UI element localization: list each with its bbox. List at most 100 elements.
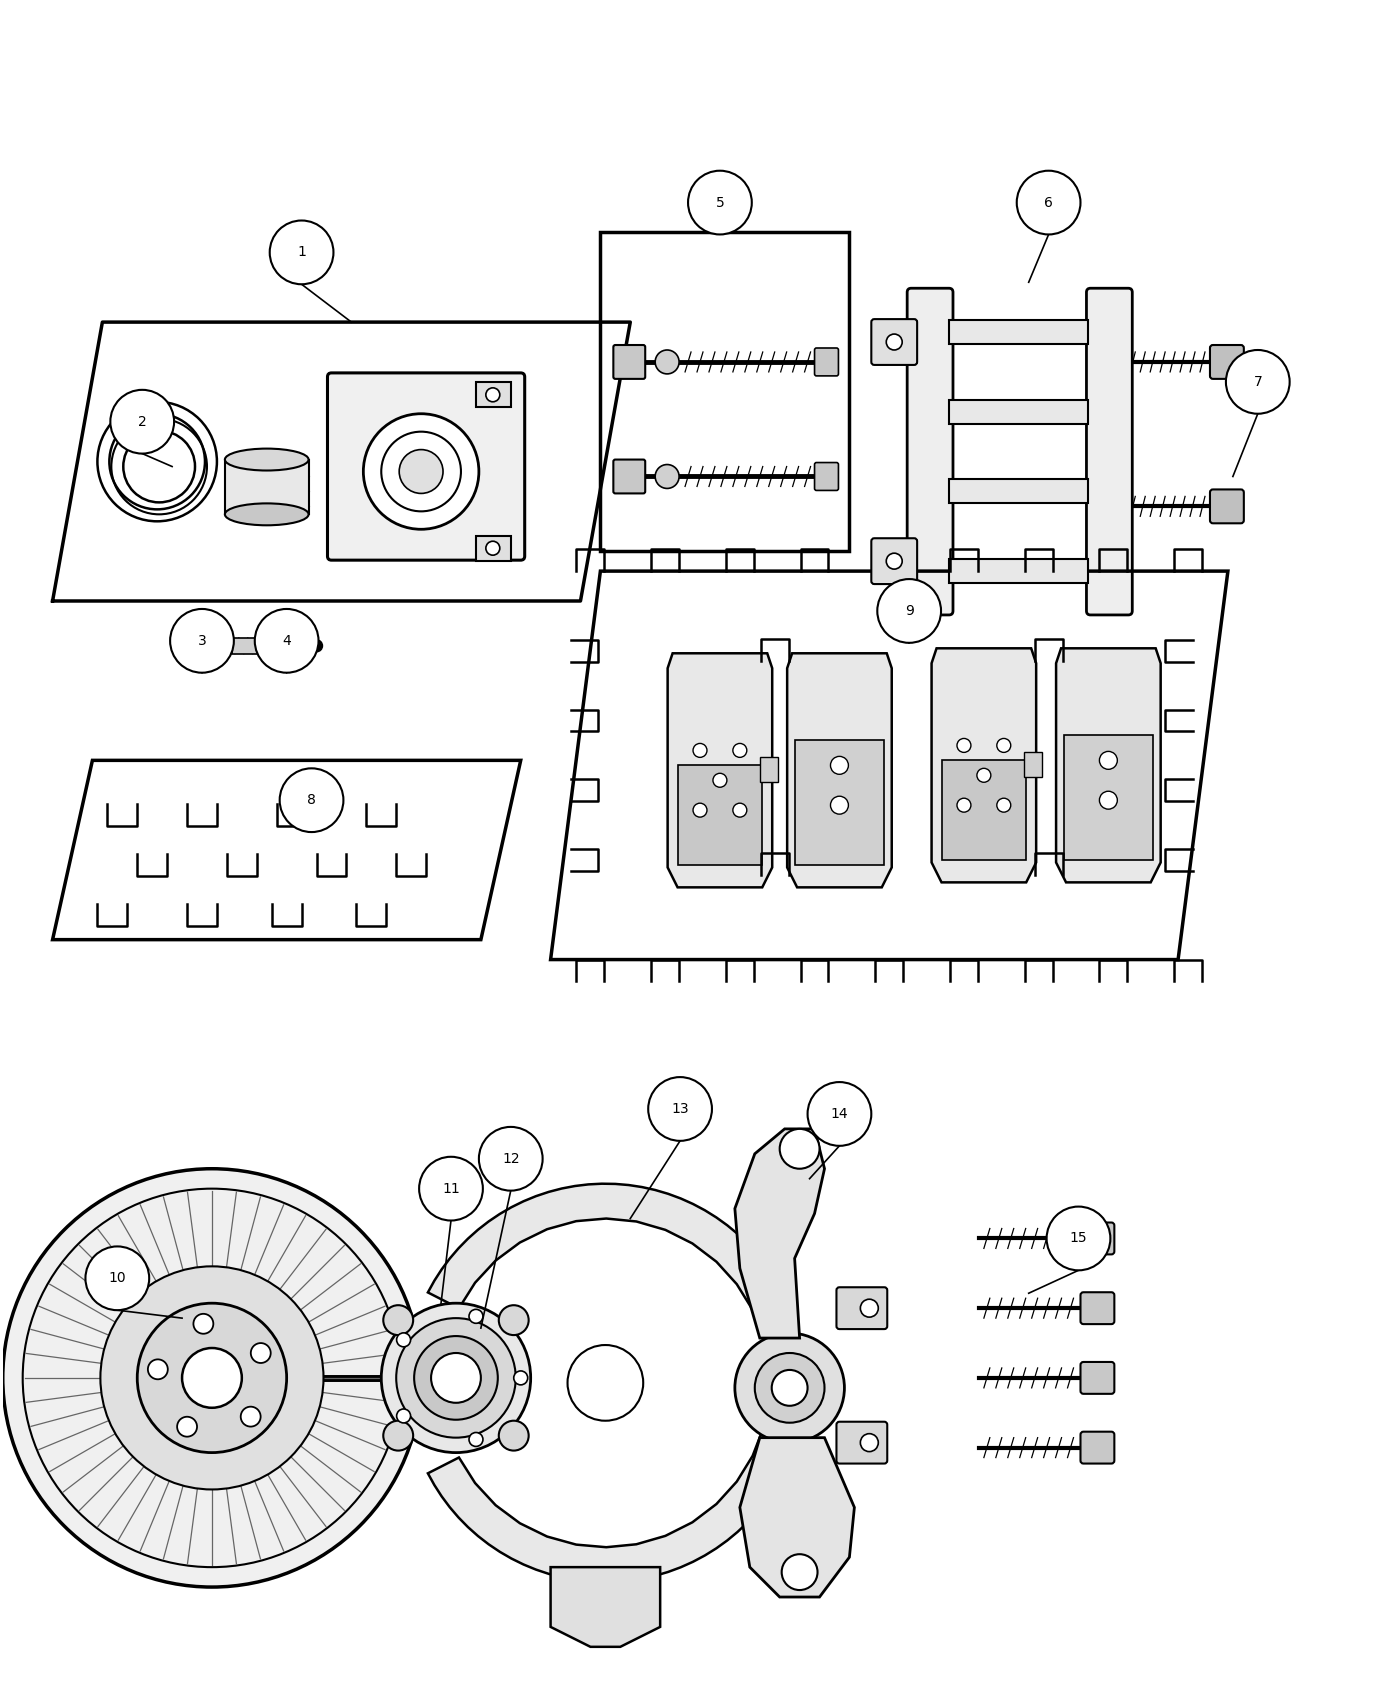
Circle shape <box>771 1370 808 1406</box>
Circle shape <box>178 1416 197 1436</box>
Circle shape <box>997 738 1011 753</box>
Polygon shape <box>668 653 773 887</box>
Circle shape <box>414 1336 498 1420</box>
Circle shape <box>486 541 500 556</box>
Circle shape <box>399 449 442 493</box>
Circle shape <box>735 1333 844 1443</box>
Circle shape <box>101 1266 323 1489</box>
Circle shape <box>648 1078 713 1141</box>
Circle shape <box>1016 170 1081 235</box>
FancyBboxPatch shape <box>815 348 839 376</box>
FancyBboxPatch shape <box>613 459 645 493</box>
Bar <box>949 320 1088 343</box>
FancyBboxPatch shape <box>1081 1222 1114 1255</box>
Text: 15: 15 <box>1070 1231 1088 1246</box>
Bar <box>601 233 850 551</box>
Circle shape <box>3 1168 421 1588</box>
Circle shape <box>514 1370 528 1385</box>
Polygon shape <box>1056 648 1161 882</box>
Bar <box>949 479 1088 503</box>
Circle shape <box>1047 1207 1110 1270</box>
Text: 14: 14 <box>830 1107 848 1120</box>
Bar <box>225 459 308 515</box>
Circle shape <box>364 413 479 529</box>
Circle shape <box>861 1299 878 1318</box>
Circle shape <box>693 743 707 758</box>
Text: 10: 10 <box>109 1272 126 1285</box>
FancyBboxPatch shape <box>1081 1431 1114 1464</box>
Circle shape <box>886 335 902 350</box>
Circle shape <box>251 1343 270 1363</box>
Circle shape <box>498 1421 529 1450</box>
Circle shape <box>498 1306 529 1335</box>
Circle shape <box>182 1348 242 1408</box>
Text: 8: 8 <box>307 794 316 808</box>
FancyBboxPatch shape <box>328 372 525 561</box>
Circle shape <box>781 1554 818 1590</box>
Circle shape <box>830 756 848 774</box>
Circle shape <box>830 796 848 814</box>
Text: 4: 4 <box>283 634 291 648</box>
Circle shape <box>111 389 174 454</box>
Circle shape <box>311 639 322 651</box>
FancyBboxPatch shape <box>907 289 953 615</box>
Circle shape <box>655 350 679 374</box>
Text: 9: 9 <box>904 604 914 619</box>
Circle shape <box>384 1421 413 1450</box>
Circle shape <box>1099 790 1117 809</box>
Circle shape <box>280 768 343 831</box>
Circle shape <box>997 799 1011 813</box>
Circle shape <box>567 1345 643 1421</box>
Circle shape <box>137 1304 287 1452</box>
FancyBboxPatch shape <box>613 345 645 379</box>
Circle shape <box>479 1127 543 1190</box>
Bar <box>476 536 511 561</box>
FancyBboxPatch shape <box>836 1287 888 1329</box>
Circle shape <box>270 221 333 284</box>
Ellipse shape <box>225 503 308 525</box>
Circle shape <box>381 1304 531 1452</box>
Circle shape <box>861 1433 878 1452</box>
Circle shape <box>193 1314 213 1335</box>
Circle shape <box>384 1306 413 1335</box>
Circle shape <box>780 1129 819 1168</box>
Circle shape <box>755 1353 825 1423</box>
Polygon shape <box>787 653 892 887</box>
Circle shape <box>396 1409 410 1423</box>
Text: 5: 5 <box>715 196 724 209</box>
Polygon shape <box>735 1129 825 1338</box>
FancyBboxPatch shape <box>836 1421 888 1464</box>
FancyBboxPatch shape <box>1086 289 1133 615</box>
Polygon shape <box>931 648 1036 882</box>
Circle shape <box>713 774 727 787</box>
Circle shape <box>419 1156 483 1221</box>
FancyBboxPatch shape <box>1081 1362 1114 1394</box>
FancyBboxPatch shape <box>281 632 308 660</box>
Bar <box>1025 753 1042 777</box>
Circle shape <box>431 1353 480 1402</box>
Text: 6: 6 <box>1044 196 1053 209</box>
Circle shape <box>1099 751 1117 770</box>
Circle shape <box>878 580 941 643</box>
Circle shape <box>486 388 500 401</box>
Bar <box>949 400 1088 423</box>
Circle shape <box>469 1433 483 1447</box>
Text: 1: 1 <box>297 245 307 260</box>
Text: 3: 3 <box>197 634 206 648</box>
Circle shape <box>687 170 752 235</box>
FancyBboxPatch shape <box>1210 345 1243 379</box>
Circle shape <box>469 1309 483 1323</box>
Circle shape <box>396 1333 410 1346</box>
FancyBboxPatch shape <box>1081 1292 1114 1324</box>
Bar <box>760 758 778 782</box>
Circle shape <box>1226 350 1289 413</box>
Circle shape <box>808 1083 871 1146</box>
Circle shape <box>241 1406 260 1426</box>
Circle shape <box>732 743 746 758</box>
Polygon shape <box>795 741 883 865</box>
Circle shape <box>693 802 707 818</box>
FancyBboxPatch shape <box>1210 490 1243 524</box>
Circle shape <box>886 552 902 570</box>
Circle shape <box>171 609 234 673</box>
Circle shape <box>732 802 746 818</box>
